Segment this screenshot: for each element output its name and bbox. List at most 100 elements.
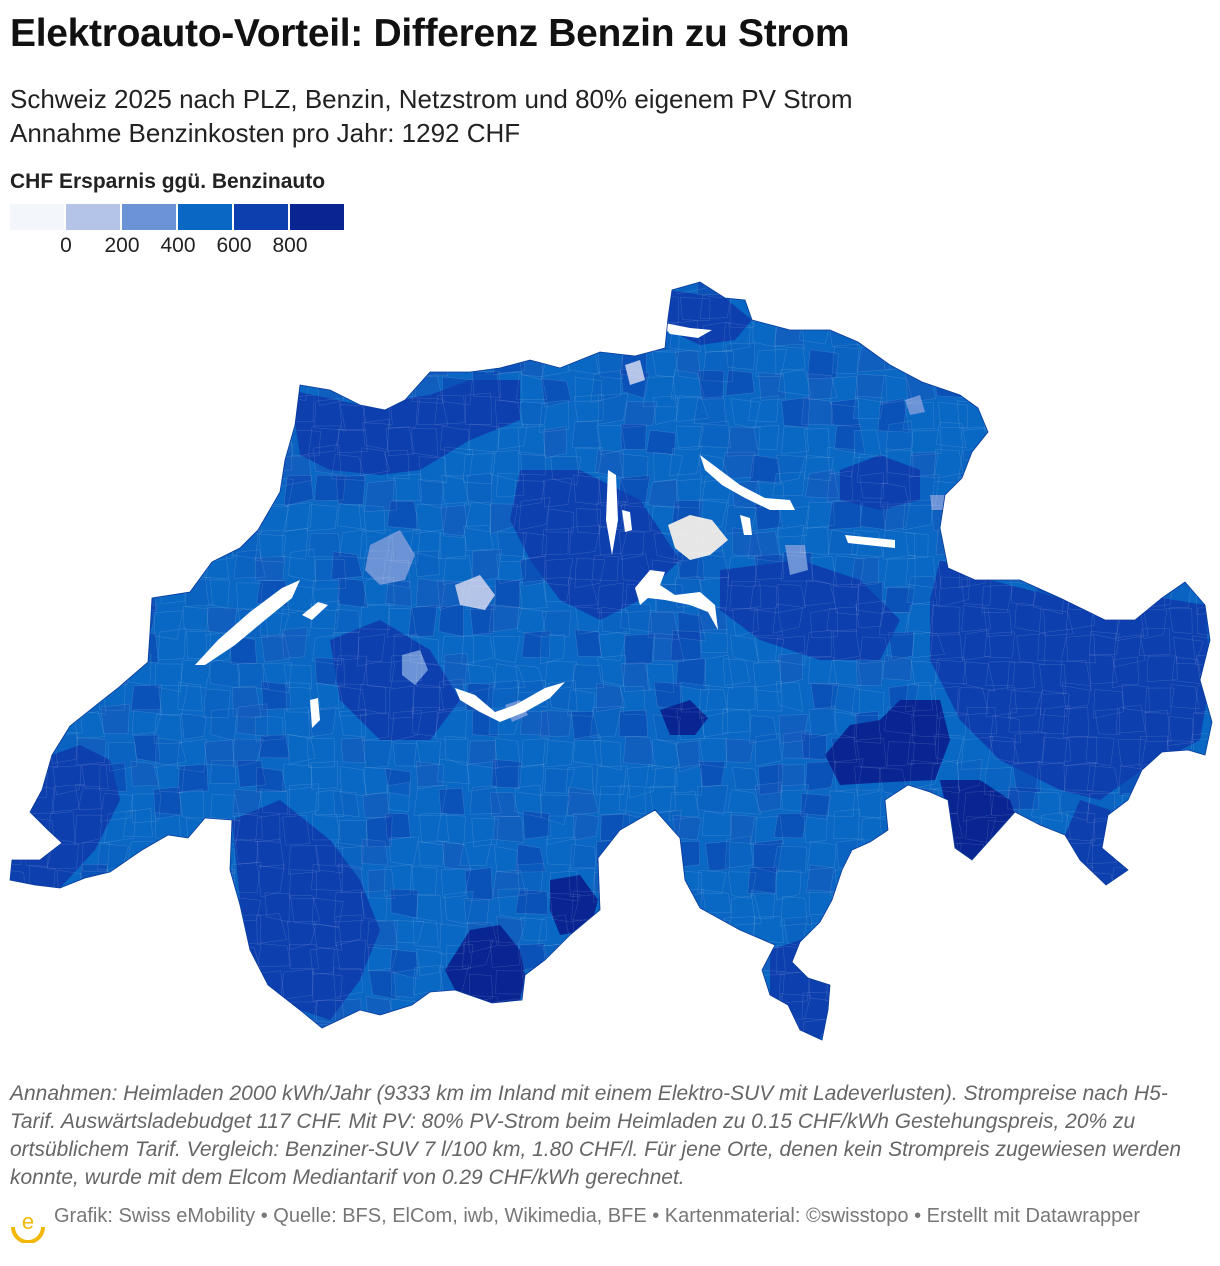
postcode-border <box>929 632 963 662</box>
postcode-area <box>595 948 625 978</box>
postcode-area <box>651 993 680 1025</box>
postcode-border <box>229 635 257 665</box>
postcode-border <box>1041 705 1071 735</box>
legend-tick-label: 200 <box>104 234 140 257</box>
postcode-area <box>205 916 236 946</box>
postcode-area <box>800 527 829 556</box>
postcode-area <box>51 891 82 924</box>
postcode-border <box>438 532 466 560</box>
postcode-border <box>935 864 965 889</box>
postcode-border <box>497 372 523 404</box>
postcode-border <box>651 992 681 1026</box>
postcode-border <box>1168 1022 1196 1040</box>
postcode-border <box>782 730 810 759</box>
postcode-area <box>1012 447 1041 477</box>
postcode-border <box>576 508 601 535</box>
postcode-border <box>383 864 412 897</box>
postcode-border <box>648 919 681 947</box>
postcode-border <box>314 559 347 590</box>
postcode-area <box>337 503 366 530</box>
postcode-border <box>1192 317 1212 347</box>
postcode-area <box>905 532 929 557</box>
region-light-schaffhausen <box>625 360 645 385</box>
postcode-border <box>71 943 106 972</box>
postcode-border <box>1088 631 1120 656</box>
postcode-area <box>254 282 282 299</box>
postcode-area <box>567 786 599 816</box>
postcode-border <box>1060 552 1089 584</box>
postcode-border <box>203 688 231 719</box>
postcode-border <box>669 445 703 476</box>
postcode-border <box>1145 423 1174 453</box>
postcode-area <box>461 635 494 665</box>
postcode-area <box>1141 918 1169 948</box>
postcode-area <box>186 631 211 659</box>
postcode-area <box>366 815 393 847</box>
postcode-border <box>1170 892 1201 921</box>
postcode-border <box>776 870 802 901</box>
postcode-area <box>389 836 419 866</box>
postcode-area <box>131 402 164 431</box>
postcode-area <box>547 815 577 845</box>
postcode-border <box>393 742 421 767</box>
postcode-border <box>386 781 410 812</box>
postcode-border <box>366 920 398 950</box>
postcode-border <box>389 655 422 682</box>
postcode-border <box>1117 370 1150 401</box>
postcode-border <box>153 997 182 1023</box>
postcode-area <box>963 1020 990 1040</box>
postcode-border <box>724 835 754 869</box>
postcode-border <box>653 395 678 425</box>
postcode-area <box>672 815 702 841</box>
postcode-border <box>516 374 548 401</box>
postcode-border <box>653 532 685 562</box>
postcode-area <box>1090 947 1118 978</box>
postcode-border <box>1143 1018 1177 1040</box>
postcode-border <box>177 505 212 531</box>
postcode-area <box>10 503 29 532</box>
postcode-area <box>1117 579 1142 606</box>
postcode-border <box>596 294 625 319</box>
postcode-border <box>150 917 182 945</box>
postcode-border <box>238 289 268 322</box>
postcode-border <box>904 292 932 322</box>
postcode-area <box>52 350 79 377</box>
postcode-border <box>988 897 1018 929</box>
postcode-border <box>47 578 75 610</box>
postcode-border <box>806 841 837 871</box>
postcode-border <box>932 1021 961 1040</box>
postcode-area <box>229 1002 258 1030</box>
postcode-area <box>47 401 77 433</box>
postcode-area <box>905 326 931 353</box>
postcode-area <box>181 526 208 553</box>
postcode-area <box>122 448 150 478</box>
postcode-border <box>440 504 471 538</box>
postcode-border <box>178 868 207 897</box>
postcode-border <box>565 765 594 795</box>
postcode-border <box>418 296 449 328</box>
postcode-area <box>20 603 53 633</box>
postcode-border <box>1061 449 1092 483</box>
postcode-border <box>832 1001 863 1032</box>
postcode-border <box>52 317 80 346</box>
postcode-area <box>699 738 727 768</box>
postcode-area <box>102 584 131 613</box>
postcode-area <box>1191 282 1212 302</box>
postcode-border <box>409 529 442 559</box>
postcode-border <box>623 735 656 766</box>
postcode-area <box>235 323 266 356</box>
postcode-area <box>26 895 58 927</box>
postcode-border <box>435 709 467 740</box>
postcode-area <box>1088 322 1117 351</box>
postcode-border <box>204 994 234 1025</box>
postcode-area <box>130 761 159 787</box>
postcode-border <box>755 348 787 377</box>
postcode-area <box>1064 1025 1091 1040</box>
postcode-border <box>123 293 155 323</box>
postcode-border <box>336 429 368 453</box>
postcode-area <box>184 401 213 429</box>
postcode-border <box>930 996 962 1024</box>
postcode-area <box>414 550 440 577</box>
postcode-area <box>624 633 655 665</box>
postcode-border <box>258 344 285 372</box>
